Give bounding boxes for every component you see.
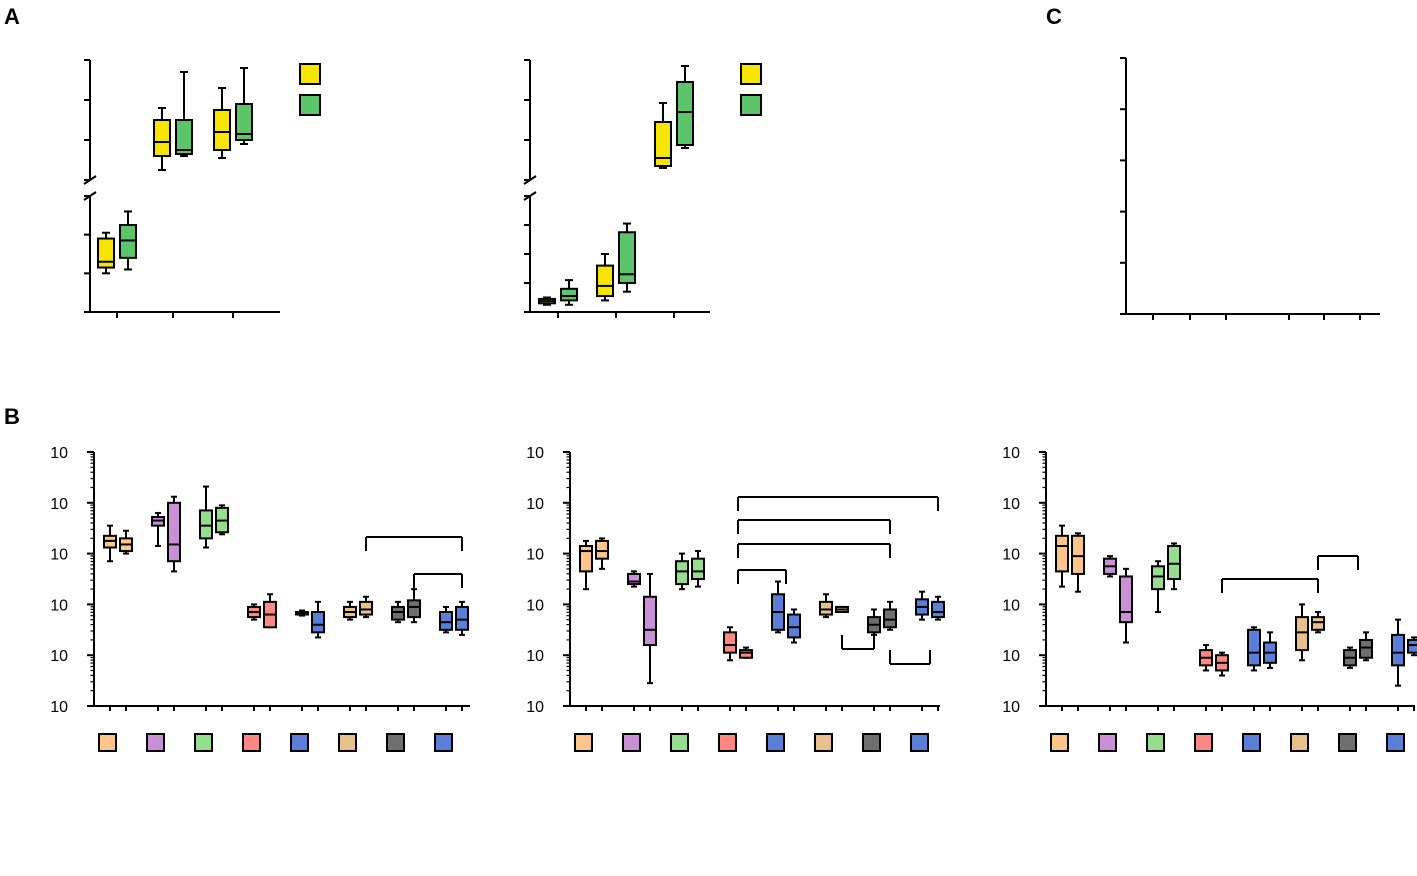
tfvdp-tissue-swatch: [766, 733, 785, 752]
ftctp-box-s: [1311, 616, 1325, 631]
ftctp-tissue-swatch: [1242, 733, 1261, 752]
ftctp-box-s: [1071, 534, 1085, 575]
dtg-tissue-swatch: [146, 733, 165, 752]
ftctp-box-m: [1295, 616, 1309, 652]
csf-box-saline: [596, 264, 614, 298]
ftctp-box-m: [1055, 534, 1069, 573]
ftctp-box-m: [1247, 628, 1261, 667]
panel-letter-a: A: [4, 4, 20, 29]
plasma-box-saline: [97, 237, 115, 269]
ftctp-box-m: [1151, 565, 1165, 591]
tfvdp-box-s: [739, 649, 753, 659]
dtg-box-m: [391, 605, 405, 621]
panel-letter-b: B: [4, 404, 20, 429]
ftctp-box-s: [1407, 638, 1417, 654]
ftctp-ytick-label: 10: [1002, 547, 1020, 564]
dtg-tissue-swatch: [386, 733, 405, 752]
ftctp-ytick-label: 10: [1002, 699, 1020, 716]
tfvdp-tissue-swatch: [670, 733, 689, 752]
dtg-box-s: [311, 611, 325, 634]
plasma-box-morphine: [175, 119, 193, 155]
tfvdp-box-s: [931, 600, 945, 619]
ftctp-ytick-label: 10: [1002, 445, 1020, 462]
dtg-ytick-label: 10: [50, 445, 68, 462]
dtg-tissue-swatch: [434, 733, 453, 752]
tfvdp-ytick-label: 10: [526, 547, 544, 564]
tfvdp-box-s: [787, 613, 801, 639]
tfvdp-ytick-label: 10: [526, 496, 544, 513]
ftctp-tissue-swatch: [1338, 733, 1357, 752]
ftctp-tissue-swatch: [1098, 733, 1117, 752]
dtg-tissue-swatch: [290, 733, 309, 752]
tfvdp-box-s: [883, 608, 897, 629]
dtg-ytick-label: 10: [50, 597, 68, 614]
dtg-box-m: [439, 611, 453, 631]
dtg-ytick-label: 10: [50, 699, 68, 716]
ftctp-tissue-swatch: [1194, 733, 1213, 752]
csf-box-morphine: [676, 81, 694, 146]
tfvdp-box-m: [579, 544, 593, 573]
ftctp-tissue-swatch: [1146, 733, 1165, 752]
csf-legend-swatch-saline: [740, 63, 762, 85]
dtg-box-s: [359, 600, 373, 616]
tfvdp-ytick-label: 10: [526, 648, 544, 665]
plasma-box-saline: [153, 119, 171, 157]
tfvdp-box-m: [627, 572, 641, 586]
ftctp-ytick-label: 10: [1002, 648, 1020, 665]
tfvdp-box-m: [723, 631, 737, 654]
dtg-box-s: [407, 599, 421, 619]
tfvdp-tissue-swatch: [910, 733, 929, 752]
panel-letter-c: C: [1046, 4, 1062, 29]
plasma-box-saline: [213, 109, 231, 151]
tfvdp-tissue-swatch: [622, 733, 641, 752]
tfvdp-tissue-swatch: [862, 733, 881, 752]
csf-box-morphine: [560, 287, 578, 302]
dtg-ytick-label: 10: [50, 496, 68, 513]
tfvdp-ytick-label: 10: [526, 597, 544, 614]
csf-legend-swatch-morphine: [740, 94, 762, 116]
ftctp-tissue-swatch: [1050, 733, 1069, 752]
tfvdp-tissue-swatch: [574, 733, 593, 752]
plasma-legend-swatch-morphine: [299, 94, 321, 116]
plasma-legend-swatch-saline: [299, 63, 321, 85]
ftctp-box-s: [1167, 544, 1181, 580]
dtg-tissue-swatch: [242, 733, 261, 752]
tfvdp-tissue-swatch: [814, 733, 833, 752]
dtg-box-s: [167, 501, 181, 563]
csf-box-saline: [654, 121, 672, 167]
ftctp-ytick-label: 10: [1002, 496, 1020, 513]
ftctp-box-m: [1391, 633, 1405, 667]
tfvdp-ytick-label: 10: [526, 699, 544, 716]
dtg-tissue-swatch: [338, 733, 357, 752]
tfvdp-tissue-swatch: [718, 733, 737, 752]
ftctp-tissue-swatch: [1386, 733, 1405, 752]
ftctp-ytick-label: 10: [1002, 597, 1020, 614]
tfvdp-box-m: [819, 600, 833, 616]
ftctp-box-s: [1359, 638, 1373, 659]
tfvdp-box-s: [595, 539, 609, 560]
plasma-box-morphine: [235, 103, 253, 141]
dtg-box-m: [199, 509, 213, 540]
dtg-tissue-swatch: [98, 733, 117, 752]
csf-box-morphine: [618, 231, 636, 284]
tfvdp-box-s: [691, 557, 705, 580]
dtg-tissue-swatch: [194, 733, 213, 752]
ftctp-tissue-swatch: [1290, 733, 1309, 752]
dtg-box-s: [455, 605, 469, 631]
tfvdp-box-m: [675, 560, 689, 586]
dtg-ytick-label: 10: [50, 648, 68, 665]
tfvdp-box-s: [643, 595, 657, 647]
tfvdp-ytick-label: 10: [526, 445, 544, 462]
dtg-ytick-label: 10: [50, 547, 68, 564]
ftctp-box-s: [1119, 575, 1133, 624]
